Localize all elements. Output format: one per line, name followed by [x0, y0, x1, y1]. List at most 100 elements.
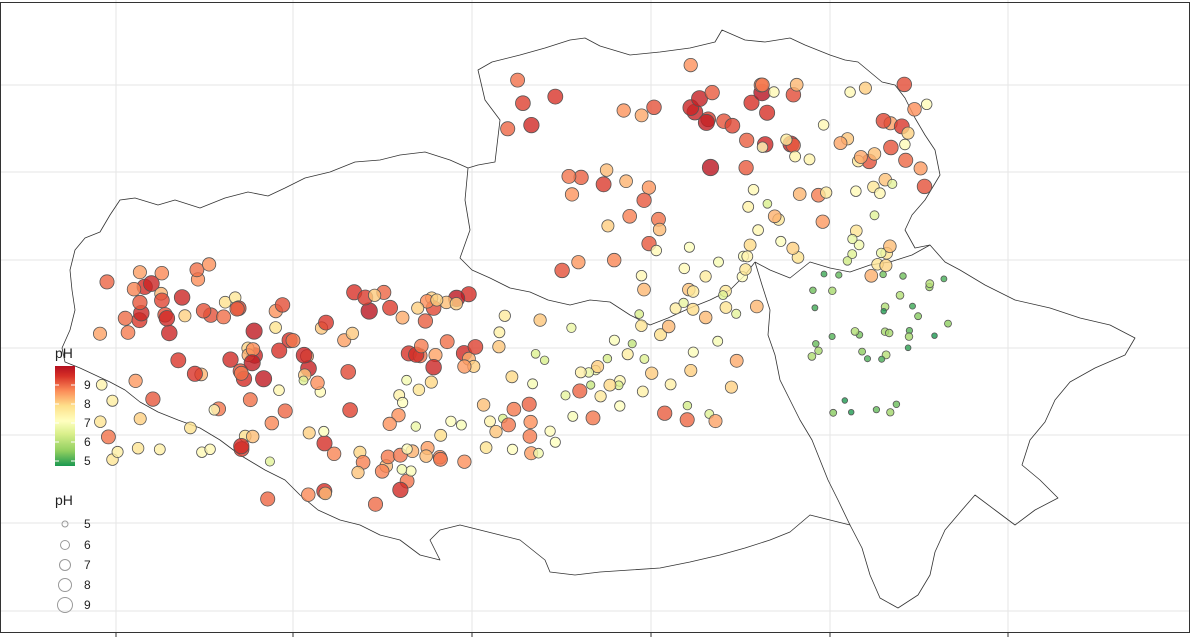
sample-point	[652, 222, 667, 237]
sample-point	[682, 400, 693, 411]
sample-point	[811, 304, 819, 312]
sample-point	[899, 272, 907, 280]
sample-point	[874, 187, 886, 200]
sample-point	[391, 408, 406, 423]
sample-point	[896, 76, 913, 93]
sample-point	[747, 183, 760, 196]
sample-point	[360, 302, 378, 320]
sample-point	[762, 199, 773, 209]
sample-point	[271, 342, 288, 359]
color-legend-bar	[55, 366, 75, 466]
sample-point	[430, 293, 444, 307]
sample-point	[233, 437, 250, 455]
sample-point	[133, 412, 147, 426]
sample-point	[342, 402, 358, 418]
sample-point	[833, 136, 848, 151]
sample-point	[792, 187, 807, 201]
sample-point	[944, 319, 952, 328]
sample-point	[756, 141, 769, 153]
sample-point	[683, 57, 698, 73]
sample-point	[657, 405, 673, 421]
sample-point	[678, 297, 689, 308]
sample-point	[883, 239, 897, 253]
sample-point	[742, 200, 755, 213]
sample-point	[749, 299, 764, 314]
sample-point	[479, 441, 493, 454]
sample-point	[899, 138, 911, 151]
sample-point	[506, 401, 522, 417]
size-key-6	[60, 540, 70, 550]
sample-point	[395, 310, 410, 325]
sample-point	[678, 262, 691, 275]
sample-point	[828, 332, 836, 340]
sample-point	[417, 313, 433, 329]
sample-point	[883, 139, 899, 156]
sample-point	[867, 147, 882, 161]
size-legend-title: pH	[55, 492, 73, 508]
size-key-5	[61, 520, 69, 528]
sample-point	[547, 88, 564, 105]
sample-point	[489, 424, 503, 439]
sample-point	[410, 421, 422, 432]
sample-point	[594, 390, 607, 403]
sample-point	[145, 391, 161, 407]
sample-point	[669, 302, 682, 315]
sample-point	[850, 327, 860, 336]
sample-point	[616, 103, 631, 118]
sample-point	[245, 322, 263, 340]
sample-point	[392, 481, 409, 498]
sample-point	[869, 210, 880, 221]
sample-point	[662, 319, 676, 334]
sample-point	[419, 449, 433, 463]
sample-point	[704, 85, 720, 101]
sample-point	[101, 429, 116, 445]
sample-point	[664, 378, 677, 391]
sample-point	[439, 334, 455, 350]
sample-point	[178, 309, 192, 323]
sample-point	[650, 244, 663, 257]
sample-point	[561, 168, 577, 184]
sample-point	[143, 275, 160, 292]
sample-points	[93, 57, 952, 512]
sample-point	[885, 328, 894, 338]
sample-point	[345, 326, 359, 340]
sample-point	[367, 496, 383, 512]
sample-point	[914, 312, 922, 321]
sample-point	[731, 308, 742, 319]
sample-point	[817, 119, 830, 131]
sample-point	[216, 309, 232, 325]
sample-point	[775, 235, 787, 247]
sample-point	[635, 270, 648, 282]
sample-point	[842, 256, 853, 266]
sample-point	[295, 346, 313, 364]
sample-point	[880, 308, 887, 315]
sample-point	[879, 270, 887, 279]
size-label-7: 7	[84, 558, 91, 572]
sample-point	[607, 252, 622, 268]
sample-point	[367, 288, 382, 302]
color-legend-title: pH	[55, 345, 73, 361]
sample-point	[94, 415, 107, 428]
sample-point	[189, 262, 205, 278]
sample-point	[173, 289, 191, 306]
sample-point	[820, 270, 828, 278]
sample-point	[222, 351, 239, 368]
sample-point	[619, 174, 633, 189]
sample-point	[401, 443, 413, 455]
sample-point	[820, 186, 833, 199]
sample-point	[527, 378, 538, 390]
region-boundaries	[61, 29, 1136, 609]
sample-point	[411, 301, 425, 315]
sample-point	[186, 365, 203, 382]
sample-point	[595, 176, 612, 193]
sample-point	[847, 233, 858, 245]
sample-point	[686, 302, 700, 316]
sample-point	[539, 355, 550, 366]
sample-point	[743, 238, 757, 252]
sample-point	[318, 486, 333, 501]
sample-point	[639, 354, 650, 364]
sample-point	[424, 375, 438, 389]
sample-point	[208, 404, 221, 416]
size-label-9: 9	[84, 598, 91, 612]
sample-point	[814, 346, 823, 355]
